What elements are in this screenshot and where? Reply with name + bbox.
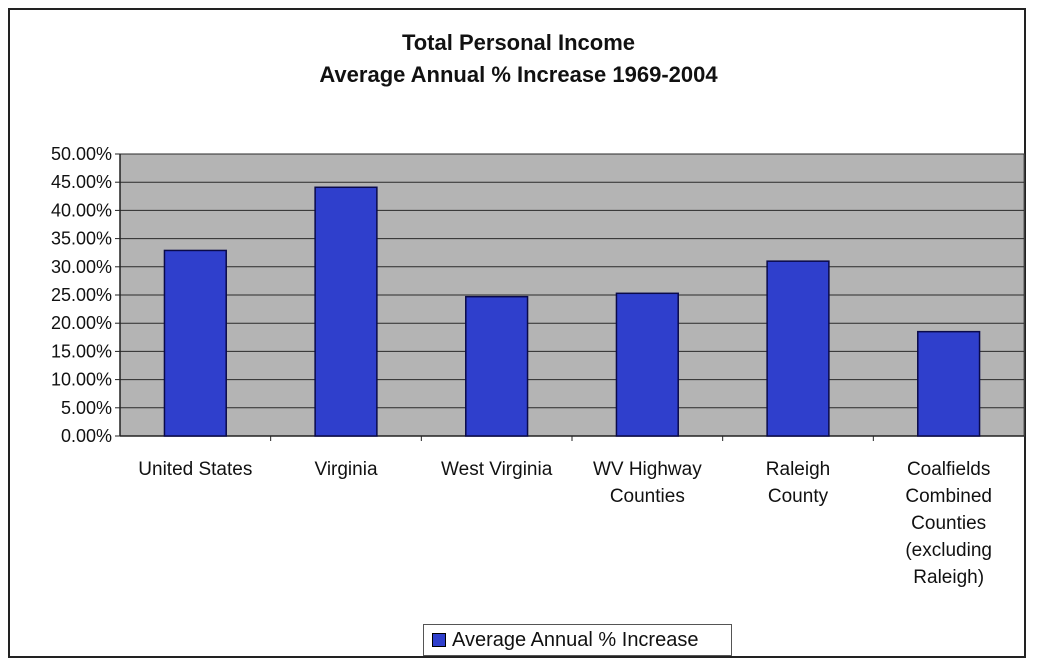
y-tick-label: 20.00% [51, 313, 112, 333]
x-tick-label: Raleigh [766, 459, 830, 480]
bar [766, 260, 830, 437]
x-tick-label: Counties [911, 513, 986, 534]
bar [917, 330, 981, 437]
legend: Average Annual % Increase [423, 624, 732, 656]
y-tick-label: 45.00% [51, 172, 112, 192]
y-tick-label: 35.00% [51, 229, 112, 249]
y-tick-label: 30.00% [51, 257, 112, 277]
legend-swatch-icon [432, 633, 446, 647]
x-tick-label: (excluding [905, 540, 992, 561]
bar [314, 186, 378, 437]
chart-title-line-1: Total Personal Income [401, 30, 636, 55]
legend-label: Average Annual % Increase [452, 628, 699, 651]
bar [615, 292, 679, 437]
x-tick-label: Counties [610, 486, 685, 507]
x-tick-label: West Virginia [441, 459, 553, 480]
chart-title-line-2: Average Annual % Increase 1969-2004 [319, 62, 718, 87]
x-tick-label: WV Highway [593, 459, 702, 480]
y-tick-label: 50.00% [51, 144, 112, 164]
bar [163, 249, 227, 437]
x-tick-label: Combined [905, 486, 992, 507]
x-tick-label: Raleigh) [913, 567, 984, 588]
x-tick-label: County [768, 486, 829, 507]
y-tick-label: 0.00% [61, 426, 112, 446]
y-tick-label: 10.00% [51, 370, 112, 390]
bar [465, 295, 529, 437]
y-tick-label: 15.00% [51, 341, 112, 361]
y-tick-label: 25.00% [51, 285, 112, 305]
x-tick-label: United States [138, 459, 252, 480]
y-tick-label: 5.00% [61, 398, 112, 418]
x-tick-label: Coalfields [907, 459, 990, 480]
x-tick-label: Virginia [314, 459, 377, 480]
y-tick-label: 40.00% [51, 200, 112, 220]
